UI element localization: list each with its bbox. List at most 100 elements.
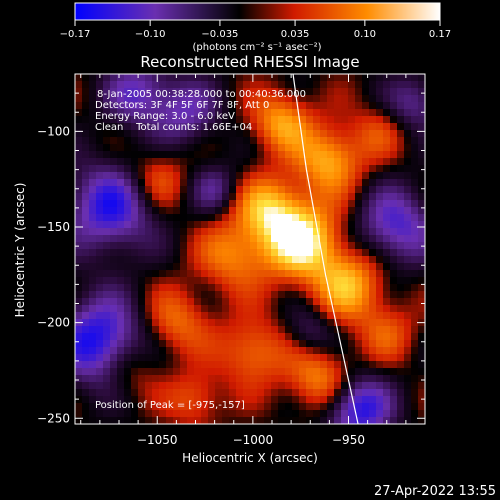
heatmap-cell	[96, 382, 104, 390]
heatmap-cell	[404, 235, 412, 243]
heatmap-cell	[390, 326, 398, 334]
heatmap-cell	[236, 102, 244, 110]
heatmap-cell	[173, 326, 181, 334]
heatmap-cell	[103, 340, 111, 348]
heatmap-cell	[75, 193, 83, 201]
heatmap-cell	[250, 81, 258, 89]
heatmap-cell	[117, 291, 125, 299]
heatmap-cell	[215, 305, 223, 313]
heatmap-cell	[355, 277, 363, 285]
heatmap-cell	[201, 270, 209, 278]
heatmap-cell	[243, 81, 251, 89]
heatmap-cell	[117, 305, 125, 313]
heatmap-cell	[348, 396, 356, 404]
heatmap-cell	[418, 403, 425, 411]
x-axis-ticks: −1050 −1000 −950	[80, 74, 426, 447]
heatmap-cell	[390, 389, 398, 397]
heatmap-cell	[306, 158, 314, 166]
heatmap-cell	[411, 256, 419, 264]
heatmap-cell	[96, 109, 104, 117]
heatmap-cell	[180, 207, 188, 215]
heatmap-cell	[173, 186, 181, 194]
heatmap-cell	[264, 144, 272, 152]
heatmap-cell	[117, 235, 125, 243]
heatmap-cell	[131, 214, 139, 222]
heatmap-cell	[180, 193, 188, 201]
heatmap-cell	[362, 368, 370, 376]
heatmap-cell	[369, 354, 377, 362]
heatmap-cell	[327, 312, 335, 320]
heatmap-cell	[306, 375, 314, 383]
heatmap-cell	[82, 410, 90, 418]
heatmap-cell	[278, 389, 286, 397]
heatmap-cell	[187, 158, 195, 166]
heatmap-cell	[278, 81, 286, 89]
heatmap-cell	[334, 340, 342, 348]
heatmap-cell	[131, 347, 139, 355]
heatmap-cell	[201, 277, 209, 285]
heatmap-cell	[390, 368, 398, 376]
heatmap-cell	[229, 193, 237, 201]
heatmap-cell	[418, 382, 425, 390]
heatmap-cell	[173, 207, 181, 215]
heatmap-cell	[271, 242, 279, 250]
heatmap-cell	[117, 396, 125, 404]
heatmap-cell	[369, 88, 377, 96]
heatmap-cell	[208, 403, 216, 411]
heatmap-cell	[271, 305, 279, 313]
heatmap-cell	[376, 144, 384, 152]
heatmap-cell	[285, 109, 293, 117]
heatmap-cell	[341, 270, 349, 278]
heatmap-cell	[264, 277, 272, 285]
heatmap-cell	[257, 88, 265, 96]
heatmap-cell	[173, 123, 181, 131]
heatmap-cell	[257, 249, 265, 257]
heatmap-cell	[348, 88, 356, 96]
heatmap-cell	[369, 102, 377, 110]
heatmap-cell	[334, 333, 342, 341]
heatmap-cell	[327, 396, 335, 404]
heatmap-cell	[397, 417, 405, 424]
heatmap-cell	[89, 200, 97, 208]
heatmap-cell	[348, 340, 356, 348]
heatmap-cell	[201, 298, 209, 306]
heatmap-cell	[201, 368, 209, 376]
heatmap-cell	[152, 221, 160, 229]
heatmap-cell	[236, 123, 244, 131]
heatmap-cell	[299, 417, 307, 424]
heatmap-cell	[194, 88, 202, 96]
heatmap-cell	[180, 368, 188, 376]
heatmap-cell	[418, 333, 425, 341]
heatmap-cell	[390, 200, 398, 208]
heatmap-cell	[117, 81, 125, 89]
heatmap-cell	[348, 410, 356, 418]
heatmap-cell	[187, 256, 195, 264]
heatmap-cell	[376, 361, 384, 369]
heatmap-cell	[194, 207, 202, 215]
heatmap-cell	[103, 263, 111, 271]
heatmap-cell	[257, 207, 265, 215]
heatmap-cell	[159, 193, 167, 201]
heatmap-cell	[299, 109, 307, 117]
heatmap-cell	[348, 130, 356, 138]
colorbar-unit-label: (photons cm⁻² s⁻¹ asec⁻²)	[192, 42, 321, 53]
heatmap-cell	[341, 256, 349, 264]
heatmap-cell	[173, 319, 181, 327]
heatmap-cell	[236, 186, 244, 194]
heatmap-cell	[257, 361, 265, 369]
heatmap-cell	[369, 326, 377, 334]
heatmap-image	[75, 74, 425, 424]
heatmap-cell	[397, 123, 405, 131]
heatmap-cell	[355, 417, 363, 424]
heatmap-cell	[411, 221, 419, 229]
heatmap-cell	[313, 109, 321, 117]
heatmap-cell	[299, 333, 307, 341]
heatmap-cell	[355, 319, 363, 327]
heatmap-cell	[257, 354, 265, 362]
heatmap-cell	[404, 382, 412, 390]
heatmap-cell	[320, 235, 328, 243]
heatmap-cell	[208, 389, 216, 397]
heatmap-cell	[89, 207, 97, 215]
heatmap-cell	[124, 144, 132, 152]
heatmap-cell	[306, 137, 314, 145]
